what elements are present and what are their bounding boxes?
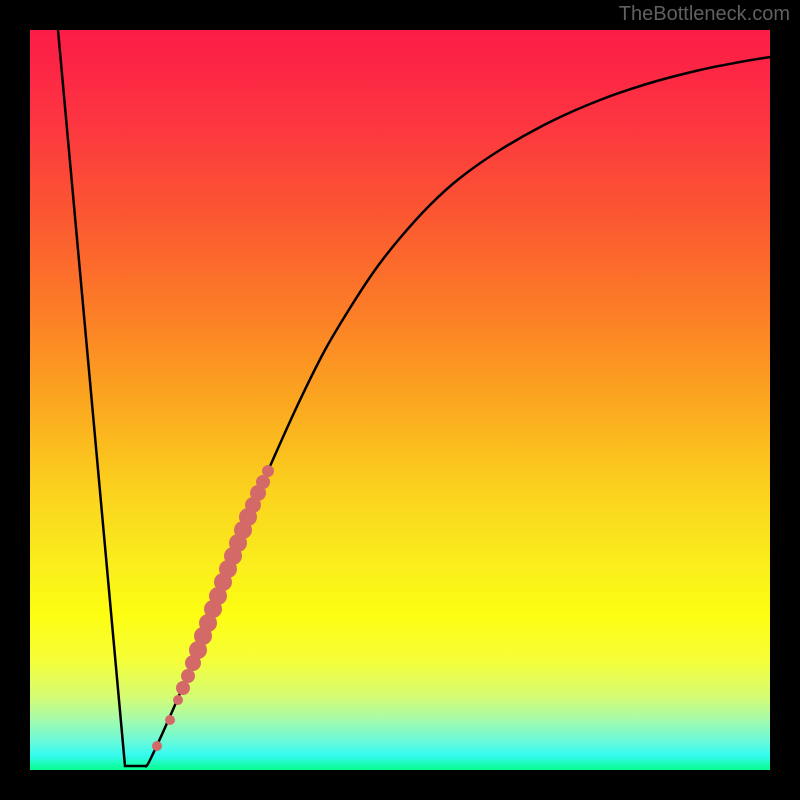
chart-container: TheBottleneck.com bbox=[0, 0, 800, 800]
watermark-text: TheBottleneck.com bbox=[619, 3, 790, 25]
data-marker bbox=[176, 681, 190, 695]
data-marker bbox=[165, 715, 175, 725]
data-marker bbox=[152, 741, 162, 751]
data-marker bbox=[173, 695, 183, 705]
data-marker bbox=[256, 475, 270, 489]
data-marker bbox=[262, 465, 274, 477]
plot-background bbox=[30, 30, 770, 770]
border-right bbox=[770, 0, 800, 800]
data-marker bbox=[181, 669, 195, 683]
border-left bbox=[0, 0, 30, 800]
chart-svg: TheBottleneck.com bbox=[0, 0, 800, 800]
border-bottom bbox=[0, 770, 800, 800]
